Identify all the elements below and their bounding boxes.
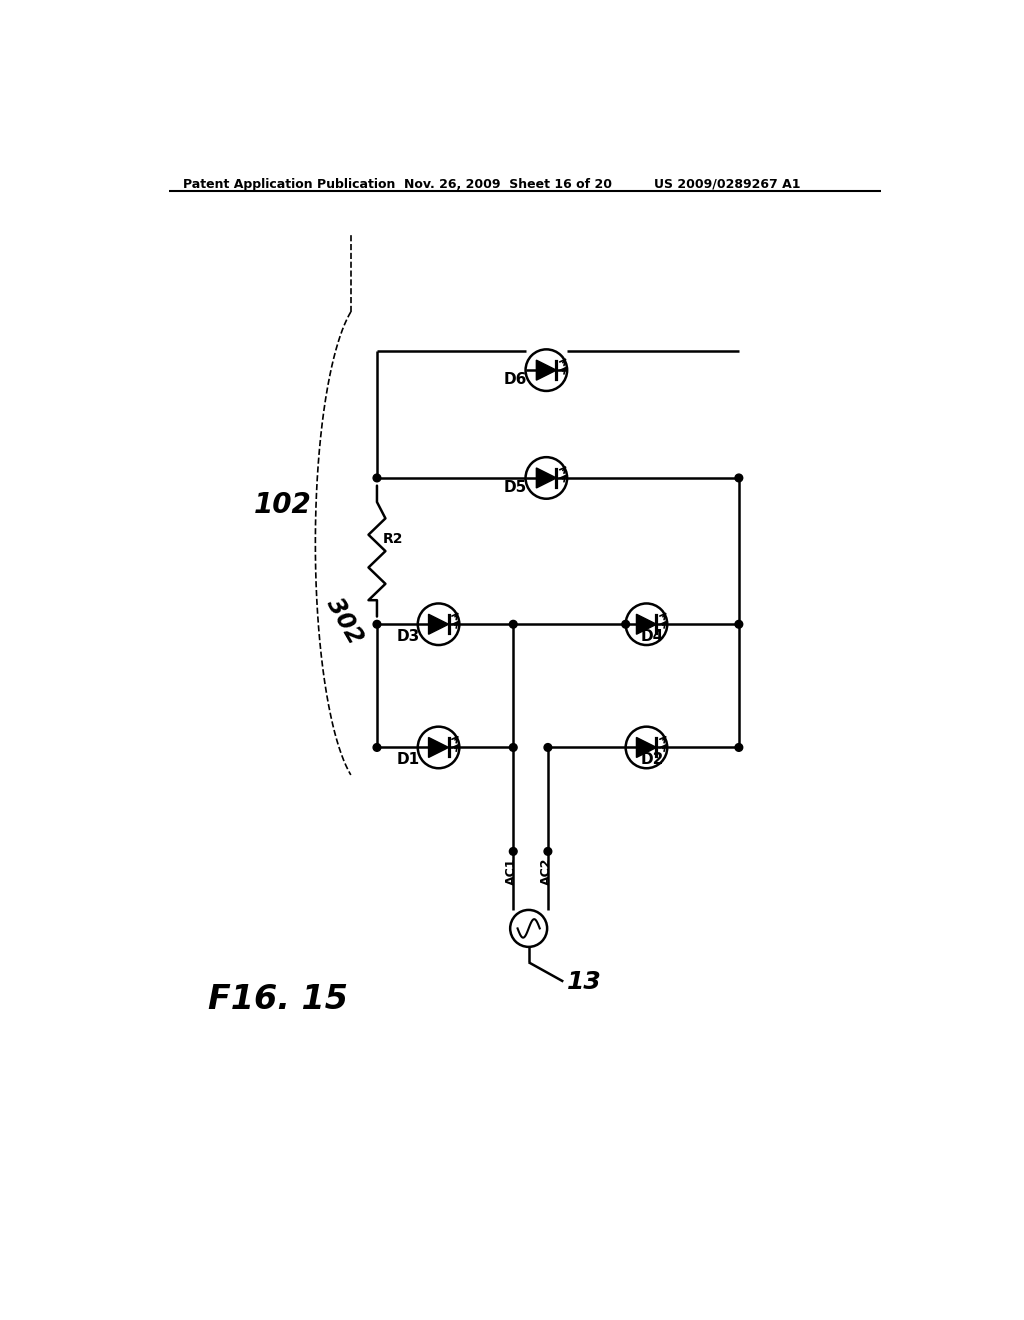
Text: Nov. 26, 2009  Sheet 16 of 20: Nov. 26, 2009 Sheet 16 of 20	[403, 178, 612, 190]
Text: D6: D6	[504, 372, 527, 387]
Text: D2: D2	[640, 752, 664, 767]
Circle shape	[735, 743, 742, 751]
Text: R2: R2	[383, 532, 403, 546]
Text: D1: D1	[396, 752, 420, 767]
Circle shape	[373, 743, 381, 751]
Polygon shape	[429, 614, 449, 635]
Circle shape	[509, 743, 517, 751]
Text: AC1: AC1	[505, 858, 518, 886]
Text: F16. 15: F16. 15	[208, 983, 347, 1016]
Text: AC2: AC2	[540, 858, 553, 886]
Circle shape	[735, 620, 742, 628]
Circle shape	[622, 620, 630, 628]
Circle shape	[735, 474, 742, 482]
Text: Patent Application Publication: Patent Application Publication	[183, 178, 395, 190]
Circle shape	[373, 620, 381, 628]
Text: 302: 302	[322, 594, 367, 648]
Circle shape	[509, 620, 517, 628]
Text: D4: D4	[640, 630, 664, 644]
Polygon shape	[537, 360, 556, 380]
Polygon shape	[429, 738, 449, 758]
Polygon shape	[637, 738, 656, 758]
Circle shape	[544, 847, 552, 855]
Polygon shape	[537, 469, 556, 488]
Polygon shape	[637, 614, 656, 635]
Text: 13: 13	[567, 970, 602, 994]
Text: 102: 102	[254, 491, 311, 519]
Text: US 2009/0289267 A1: US 2009/0289267 A1	[654, 178, 801, 190]
Text: D3: D3	[396, 630, 420, 644]
Circle shape	[373, 474, 381, 482]
Circle shape	[544, 743, 552, 751]
Circle shape	[509, 847, 517, 855]
Text: D5: D5	[504, 479, 527, 495]
